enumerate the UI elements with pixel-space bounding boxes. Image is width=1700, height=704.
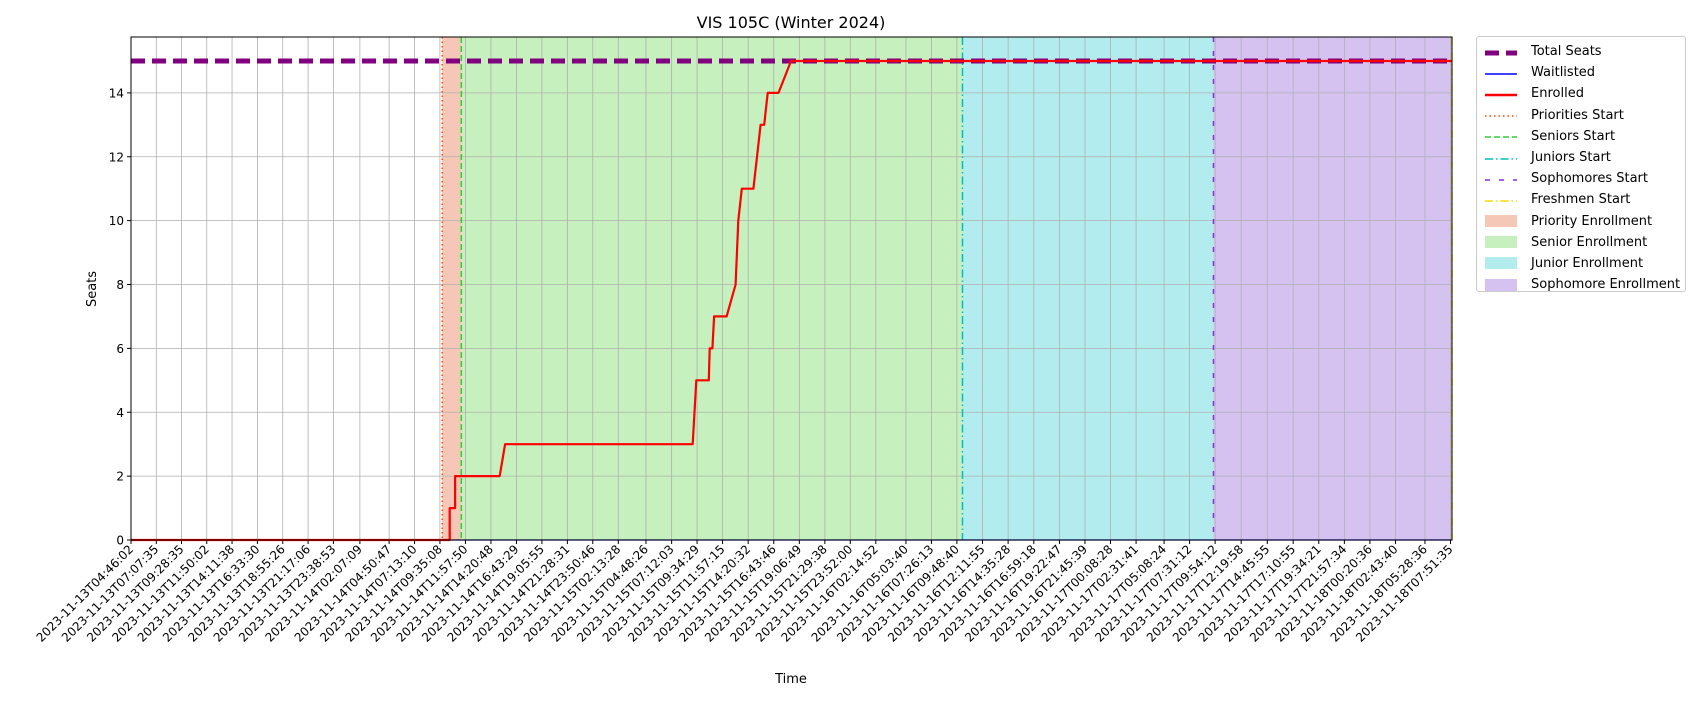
legend-item: Waitlisted	[1483, 62, 1679, 83]
legend-item: Sophomore Enrollment	[1483, 274, 1681, 295]
legend-swatch	[1483, 235, 1519, 249]
region-1	[461, 37, 963, 540]
legend-label: Total Seats	[1531, 44, 1602, 60]
y-tick-label: 12	[109, 150, 124, 164]
legend-swatch	[1483, 108, 1519, 122]
legend-label: Enrolled	[1531, 86, 1584, 102]
legend-label: Senior Enrollment	[1531, 234, 1648, 250]
legend-item: Enrolled	[1483, 83, 1679, 104]
legend-swatch	[1483, 45, 1519, 59]
legend: Total Seats Waitlisted Enrolled Priorities …	[1476, 36, 1686, 292]
legend-label: Junior Enrollment	[1531, 255, 1644, 271]
legend-swatch	[1483, 151, 1519, 165]
plot-frame	[130, 36, 1453, 541]
legend-item: Seniors Start	[1483, 126, 1679, 147]
legend-swatch	[1483, 66, 1519, 80]
legend-item: Sophomores Start	[1483, 168, 1679, 189]
legend-label: Waitlisted	[1531, 65, 1596, 81]
legend-item: Total Seats	[1483, 41, 1679, 62]
legend-label: Sophomores Start	[1531, 171, 1648, 187]
y-tick-label: 14	[109, 86, 124, 100]
y-tick-label: 4	[116, 406, 124, 420]
y-tick-label: 2	[116, 470, 124, 484]
legend-label: Sophomore Enrollment	[1531, 277, 1681, 293]
y-tick-label: 10	[109, 214, 124, 228]
legend-item: Senior Enrollment	[1483, 232, 1679, 253]
legend-swatch	[1483, 87, 1519, 101]
legend-swatch	[1483, 214, 1519, 228]
region-2	[962, 37, 1214, 540]
series-line-2	[131, 59, 1452, 542]
y-axis-label: Seats	[85, 271, 100, 307]
y-tick-label: 6	[116, 342, 124, 356]
legend-label: Freshmen Start	[1531, 192, 1631, 208]
legend-label: Priority Enrollment	[1531, 213, 1653, 229]
x-axis-label: Time	[774, 672, 807, 687]
legend-item: Junior Enrollment	[1483, 253, 1679, 274]
chart-title: VIS 105C (Winter 2024)	[697, 13, 886, 32]
legend-swatch	[1483, 278, 1519, 292]
legend-item: Freshmen Start	[1483, 189, 1679, 210]
legend-item: Priorities Start	[1483, 105, 1679, 126]
legend-label: Seniors Start	[1531, 128, 1616, 144]
legend-swatch	[1483, 256, 1519, 270]
y-tick-label: 8	[116, 278, 124, 292]
legend-swatch	[1483, 193, 1519, 207]
y-tick-label: 0	[116, 534, 124, 548]
legend-swatch	[1483, 129, 1519, 143]
region-0	[442, 37, 462, 540]
region-3	[1213, 37, 1452, 540]
legend-item: Juniors Start	[1483, 147, 1679, 168]
legend-swatch	[1483, 172, 1519, 186]
legend-label: Juniors Start	[1531, 150, 1611, 166]
legend-label: Priorities Start	[1531, 107, 1624, 123]
legend-item: Priority Enrollment	[1483, 211, 1679, 232]
